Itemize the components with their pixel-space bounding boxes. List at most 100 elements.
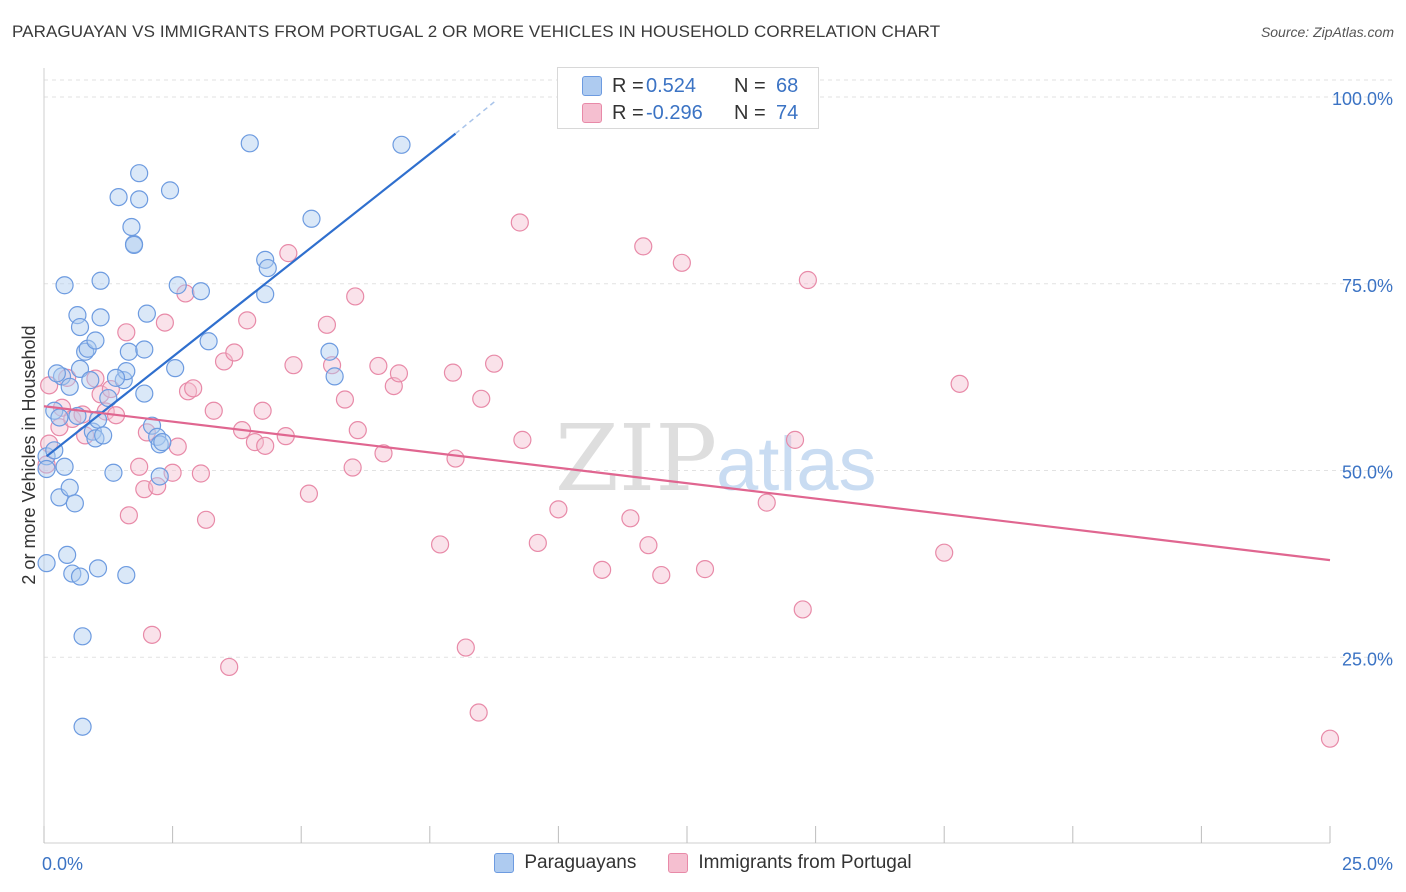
paraguayan-point [60,478,79,497]
series-legend: Paraguayans Immigrants from Portugal [0,852,1406,874]
paraguayan-point [137,304,156,323]
paraguayan-point [150,435,169,454]
paraguayan-point [320,342,339,361]
paraguayan-point [109,187,128,207]
portugal-point [513,430,532,449]
portugal-point [621,509,640,528]
r-label: R = [612,74,644,97]
portugal-point [348,421,367,440]
n-label: N = [734,74,766,97]
portugal-point [346,287,365,306]
portugal-point [184,379,203,398]
paraguayan-point [76,342,95,361]
y-tick-label: 50.0% [1342,463,1393,483]
paraguayan-point [106,368,126,387]
portugal-point [196,510,216,529]
portugal-point [155,313,174,332]
x-tick-label-max: 25.0% [1342,854,1393,874]
portugal-point [374,444,393,463]
portugal-point [130,457,149,476]
portugal-point [757,493,776,512]
paraguayan-point [117,565,136,585]
portugal-point [343,458,362,477]
paraguayan-point [47,364,66,383]
legend-item-paraguayans: Paraguayans [494,852,636,874]
watermark-zip: ZIP [555,405,717,512]
portugal-point [191,464,210,483]
portugal-point [245,433,265,452]
n-label: N = [734,101,766,124]
portugal-point [793,600,812,619]
portugal-point [634,237,653,256]
paraguayan-point [37,459,56,479]
portugal-point [50,418,69,437]
paraguayan-point [142,416,162,435]
paraguayan-point [94,426,113,445]
portugal-point [168,437,187,456]
stats-row-portugal: R = -0.296 N = 74 [582,100,798,126]
paraguayan-point [73,717,92,736]
paraguayan-point [104,463,123,482]
paraguayan-point [119,342,138,361]
portugal-point [284,356,303,375]
paraguayan-point [124,235,144,255]
portugal-point [142,625,162,644]
portugal-point [225,343,244,362]
portugal-point [469,703,488,722]
paraguayan-trend-extension [455,99,498,135]
paraguayan-point [325,367,344,386]
y-tick-label: 100.0% [1332,89,1393,109]
paraguayan-point [58,545,77,565]
paraguayan-point [122,217,141,237]
paraguayan-point [117,362,136,381]
portugal-point [935,543,954,562]
paraguayan-point [135,340,154,359]
paraguayan-points [37,134,411,736]
r-value: 0.524 [646,74,697,97]
portugal-point [220,657,239,677]
paraguayan-point [240,134,259,153]
y-tick-label: 25.0% [1342,649,1393,669]
paraguayan-point [392,135,411,154]
portugal-point [1320,729,1340,748]
legend-swatch-pink [668,853,689,873]
paraguayan-point [153,433,172,452]
legend-swatch-pink [582,103,602,123]
axes [43,68,1331,844]
portugal-point [279,244,298,263]
n-value: 68 [776,74,799,97]
portugal-point [214,352,234,371]
portugal-point [593,560,612,579]
portugal-point [528,533,547,553]
y-axis-label: 2 or more Vehicles in Household [19,325,39,584]
portugal-point [472,389,491,408]
portugal-point [256,436,275,455]
portugal-point [446,449,465,468]
x-tick-label-min: 0.0% [42,854,83,874]
paraguayan-point [60,377,79,396]
portugal-point [322,356,342,375]
watermark-atlas: atlas [716,422,877,507]
r-label: R = [612,101,644,124]
portugal-point [119,506,138,525]
portugal-points [37,213,1340,748]
portugal-point [204,401,223,420]
paraguayan-point [55,457,74,476]
portugal-point [950,374,969,393]
portugal-point [335,390,355,409]
chart-title: PARAGUAYAN VS IMMIGRANTS FROM PORTUGAL 2… [12,22,941,41]
portugal-point [785,430,805,449]
portugal-point [549,500,568,519]
portugal-point [652,565,671,585]
grid-lines [44,79,1395,658]
portugal-point [695,560,715,579]
portugal-point [798,270,817,290]
paraguayan-point [130,190,149,209]
paraguayan-point [199,332,218,351]
paraguayan-point [65,494,84,513]
paraguayan-point [135,384,154,403]
paraguayan-point [81,371,100,390]
portugal-point [117,323,136,342]
paraguayan-point [91,308,110,327]
